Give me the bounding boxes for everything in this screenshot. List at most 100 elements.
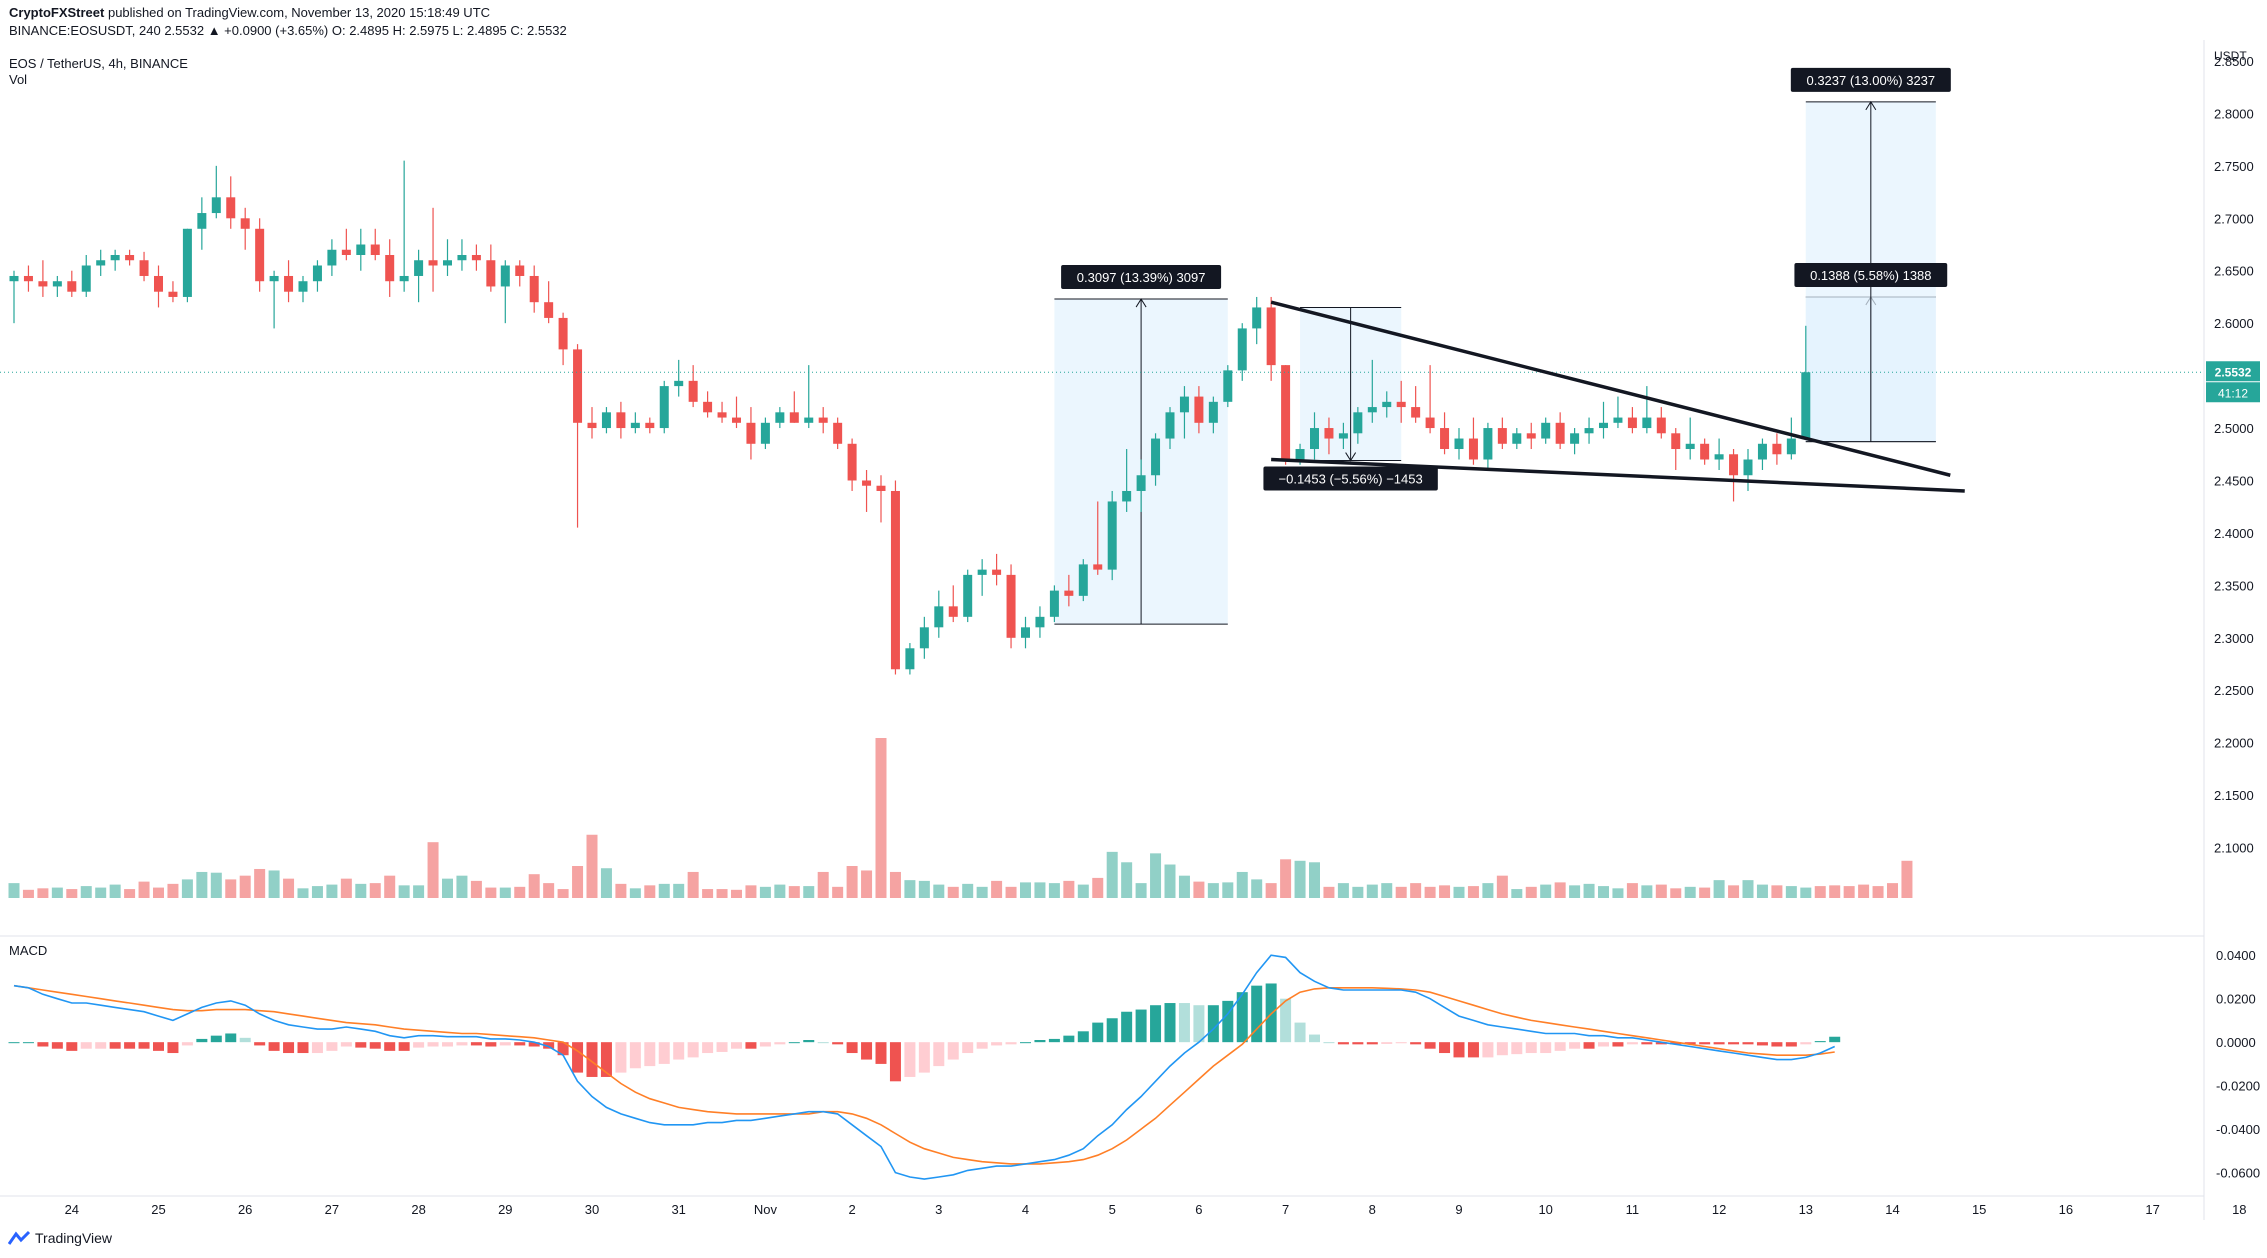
volume-bar	[673, 883, 685, 898]
volume-bar	[817, 871, 829, 898]
volume-bar	[1554, 882, 1566, 898]
vol-label: Vol	[9, 72, 28, 87]
time-tick-label: 28	[411, 1202, 425, 1217]
macd-histogram-bar	[731, 1042, 742, 1049]
candle-body	[327, 249, 337, 266]
macd-histogram-bar	[1569, 1042, 1581, 1049]
macd-tick-label: -0.0600	[2216, 1166, 2260, 1181]
candle-body	[486, 260, 496, 287]
volume-bar	[1020, 882, 1031, 898]
volume-bar	[1771, 885, 1783, 898]
candle-body	[818, 417, 828, 423]
candle-body	[1194, 396, 1204, 423]
macd-histogram-bar	[1800, 1042, 1812, 1045]
volume-bar	[1742, 880, 1754, 898]
volume-bar	[1901, 860, 1913, 898]
macd-histogram-bar	[153, 1042, 164, 1051]
macd-histogram-bar	[1467, 1042, 1479, 1058]
macd-histogram-bar	[1178, 1003, 1190, 1043]
volume-bar	[1655, 884, 1667, 898]
candle-body	[616, 412, 626, 429]
volume-bar	[326, 884, 338, 898]
macd-tick-label: -0.0400	[2216, 1122, 2260, 1137]
macd-histogram-bar	[817, 1042, 829, 1044]
author-name[interactable]: CryptoFXStreet	[9, 5, 105, 20]
candle-body	[1743, 459, 1753, 476]
time-tick-label: 5	[1109, 1202, 1116, 1217]
candle-body	[890, 490, 900, 670]
range-label-bg	[1794, 262, 1948, 287]
volume-bar	[861, 870, 873, 898]
macd-histogram-bar	[846, 1042, 858, 1054]
range-arrow-head	[1865, 100, 1877, 111]
current-price-label-bg	[2206, 361, 2260, 382]
macd-histogram-bar	[1063, 1035, 1075, 1043]
macd-tick-label: -0.0200	[2216, 1079, 2260, 1094]
candle-body	[370, 244, 380, 255]
volume-bar	[1005, 886, 1017, 898]
trendline	[1271, 457, 1965, 493]
candle-body	[905, 648, 915, 670]
volume-bar	[66, 889, 78, 898]
macd-histogram-bar	[861, 1042, 873, 1060]
volume-bar	[1496, 875, 1508, 898]
macd-histogram-bar	[1670, 1042, 1682, 1045]
volume-bar	[1236, 871, 1248, 898]
volume-bar	[1684, 886, 1696, 898]
time-tick-label: 8	[1369, 1202, 1376, 1217]
volume-bar	[1352, 886, 1364, 898]
macd-histogram-bar	[398, 1042, 410, 1051]
candle-body	[96, 260, 106, 266]
macd-histogram-bar	[1453, 1042, 1465, 1058]
volume-bar	[1337, 883, 1349, 898]
candle-body	[168, 291, 178, 297]
volume-bar	[1366, 884, 1378, 898]
time-tick-label: 24	[65, 1202, 79, 1217]
candle-body	[1468, 438, 1478, 460]
candle-body	[298, 281, 308, 292]
tradingview-logo[interactable]: TradingView	[8, 1230, 112, 1246]
volume-bar	[528, 874, 540, 898]
volume-bar	[846, 866, 858, 898]
macd-histogram-bar	[904, 1042, 916, 1077]
macd-histogram-bar	[572, 1042, 584, 1073]
macd-histogram-bar	[268, 1042, 280, 1051]
volume-bar	[759, 886, 771, 898]
volume-bar	[1800, 887, 1812, 898]
candle-body	[544, 302, 554, 318]
time-tick-label: 3	[935, 1202, 942, 1217]
candle-body	[1338, 433, 1348, 439]
volume-bar	[1829, 885, 1841, 898]
macd-histogram-bar	[1655, 1042, 1667, 1045]
macd-histogram-bar	[629, 1042, 641, 1069]
macd-histogram-bar	[1511, 1042, 1523, 1055]
volume-bar	[398, 885, 410, 898]
macd-histogram-bar	[947, 1042, 959, 1060]
macd-histogram-bar	[962, 1042, 974, 1054]
price-tick-label: 2.3000	[2214, 631, 2254, 646]
macd-histogram-bar	[1135, 1009, 1147, 1043]
macd-histogram-bar	[8, 1042, 20, 1044]
macd-histogram-bar	[803, 1040, 815, 1043]
volume-bar	[947, 886, 959, 898]
candle-body	[529, 275, 539, 303]
candle-body	[52, 281, 62, 287]
time-tick-label: 26	[238, 1202, 252, 1217]
range-label-bg	[1061, 265, 1222, 290]
candle-body	[399, 275, 409, 282]
volume-bar	[1583, 883, 1595, 898]
candle-body	[1613, 417, 1623, 423]
volume-bar	[167, 883, 179, 898]
macd-histogram-bar	[644, 1042, 656, 1067]
macd-histogram-bar	[427, 1042, 439, 1047]
candle-body	[1093, 564, 1103, 570]
time-tick-label: 14	[1885, 1202, 1899, 1217]
macd-histogram-bar	[1251, 985, 1263, 1043]
volume-bar	[355, 883, 367, 898]
candle-body	[1541, 422, 1551, 439]
time-tick-label: 25	[151, 1202, 165, 1217]
volume-bar	[297, 888, 309, 898]
candle-body	[992, 569, 1002, 575]
macd-histogram-bar	[1496, 1042, 1508, 1056]
